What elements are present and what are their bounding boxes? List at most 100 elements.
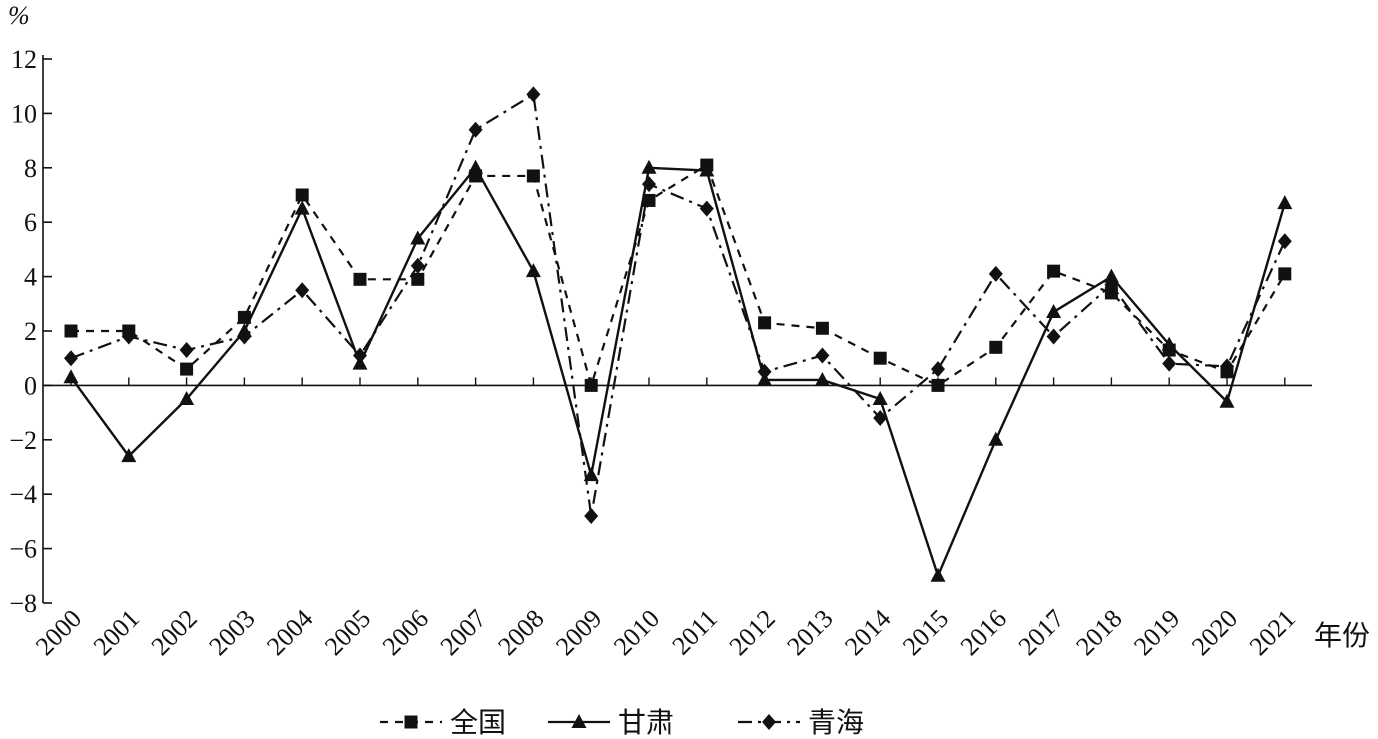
legend-label: 全国 bbox=[450, 706, 506, 739]
data-point-triangle bbox=[1219, 393, 1235, 408]
data-point-triangle bbox=[571, 714, 587, 728]
data-point-diamond bbox=[468, 121, 483, 138]
x-tick-label: 2012 bbox=[724, 604, 781, 661]
x-tick-label: 2014 bbox=[839, 604, 896, 661]
data-point-triangle bbox=[988, 431, 1004, 446]
legend-item-1: 甘肃 bbox=[548, 706, 674, 739]
data-point-triangle bbox=[179, 391, 195, 405]
legend-item-0: 全国 bbox=[380, 706, 506, 739]
data-point-triangle bbox=[699, 162, 715, 177]
y-tick-label: −6 bbox=[9, 535, 37, 564]
y-tick-label: 0 bbox=[24, 371, 37, 400]
y-tick-label: 2 bbox=[24, 317, 37, 346]
data-point-triangle bbox=[814, 371, 830, 386]
x-tick-label: 2006 bbox=[377, 604, 434, 661]
data-point-diamond bbox=[873, 410, 888, 427]
data-point-diamond bbox=[988, 265, 1003, 282]
x-tick-label: 2011 bbox=[666, 604, 723, 661]
x-tick-label: 2013 bbox=[781, 604, 838, 661]
data-point-triangle bbox=[930, 567, 946, 582]
data-point-square bbox=[815, 321, 829, 335]
x-tick-label: 2003 bbox=[203, 604, 260, 661]
data-point-square bbox=[64, 324, 78, 338]
data-point-triangle bbox=[63, 369, 79, 384]
x-tick-label: 2007 bbox=[435, 604, 492, 661]
data-point-triangle bbox=[294, 200, 310, 215]
x-tick-label: 2018 bbox=[1070, 604, 1127, 661]
data-point-triangle bbox=[1046, 303, 1062, 318]
legend-label: 甘肃 bbox=[618, 706, 674, 739]
y-tick-label: −8 bbox=[9, 589, 37, 618]
x-tick-label: 2009 bbox=[550, 604, 607, 661]
data-point-diamond bbox=[237, 328, 252, 345]
series-1 bbox=[63, 159, 1293, 582]
y-tick-label: 6 bbox=[24, 208, 37, 237]
data-point-diamond bbox=[931, 361, 945, 378]
data-point-triangle bbox=[410, 230, 426, 245]
data-point-diamond bbox=[410, 257, 425, 274]
x-tick-label: 2001 bbox=[88, 604, 145, 661]
data-point-triangle bbox=[121, 448, 137, 463]
data-point-square bbox=[1104, 286, 1118, 300]
data-point-triangle bbox=[1277, 195, 1293, 210]
x-tick-label: 2016 bbox=[955, 604, 1012, 661]
x-axis-title: 年份 bbox=[1314, 619, 1370, 652]
series-0 bbox=[64, 158, 1292, 392]
data-point-diamond bbox=[121, 328, 136, 345]
series-line bbox=[70, 93, 1286, 518]
data-point-triangle bbox=[468, 159, 484, 174]
x-tick-label: 2021 bbox=[1244, 604, 1301, 661]
data-point-diamond bbox=[815, 347, 830, 364]
data-point-diamond bbox=[526, 86, 541, 103]
data-point-triangle bbox=[641, 159, 657, 174]
data-point-triangle bbox=[872, 391, 888, 405]
y-tick-label: 12 bbox=[11, 45, 37, 74]
y-tick-label: 4 bbox=[24, 263, 37, 292]
x-tick-label: 2010 bbox=[608, 604, 665, 661]
data-point-square bbox=[1278, 267, 1292, 281]
y-tick-label: 10 bbox=[11, 99, 37, 128]
series-line bbox=[71, 163, 1286, 387]
x-tick-label: 2002 bbox=[146, 604, 203, 661]
legend: 全国 甘肃 青海 bbox=[380, 706, 864, 739]
data-point-diamond bbox=[1162, 355, 1177, 372]
data-point-square bbox=[404, 715, 418, 729]
y-unit-label: % bbox=[8, 1, 30, 30]
y-tick-label: 8 bbox=[24, 154, 37, 183]
data-point-square bbox=[758, 316, 772, 330]
data-point-diamond bbox=[1046, 328, 1061, 345]
data-point-triangle bbox=[1103, 268, 1119, 283]
data-point-diamond bbox=[699, 200, 714, 217]
data-point-square bbox=[411, 272, 425, 286]
series-line bbox=[70, 166, 1286, 577]
data-point-diamond bbox=[642, 176, 656, 193]
x-tick-label: 2015 bbox=[897, 604, 954, 661]
data-point-square bbox=[180, 362, 194, 376]
data-point-diamond bbox=[179, 342, 194, 359]
x-tick-label: 2019 bbox=[1128, 604, 1185, 661]
data-point-diamond bbox=[757, 363, 772, 380]
data-point-triangle bbox=[583, 467, 599, 482]
data-point-triangle bbox=[525, 263, 541, 278]
x-tick-label: 2000 bbox=[30, 604, 87, 661]
data-point-diamond bbox=[1104, 276, 1119, 293]
legend-label: 青海 bbox=[808, 706, 864, 739]
data-point-square bbox=[873, 351, 887, 365]
legend-item-2: 青海 bbox=[738, 706, 864, 739]
x-tick-label: 2017 bbox=[1013, 604, 1070, 661]
y-tick-label: −2 bbox=[9, 426, 37, 455]
data-point-square bbox=[989, 340, 1003, 354]
data-point-triangle bbox=[1161, 336, 1177, 351]
data-point-diamond bbox=[295, 282, 310, 299]
x-tick-label: 2020 bbox=[1186, 604, 1243, 661]
data-point-square bbox=[1047, 264, 1061, 278]
y-tick-label: −4 bbox=[9, 480, 37, 509]
x-tick-label: 2004 bbox=[261, 604, 318, 661]
axes bbox=[42, 55, 1312, 604]
data-point-diamond bbox=[762, 714, 776, 730]
data-point-diamond bbox=[1220, 358, 1234, 375]
x-tick-label: 2005 bbox=[319, 604, 376, 661]
data-point-diamond bbox=[64, 350, 78, 367]
